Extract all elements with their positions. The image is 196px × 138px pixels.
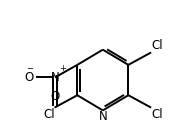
Text: O: O (51, 91, 60, 104)
Text: O: O (24, 71, 33, 84)
Text: Cl: Cl (151, 108, 163, 121)
Text: N: N (51, 71, 60, 84)
Text: N: N (98, 110, 107, 123)
Text: Cl: Cl (43, 108, 54, 121)
Text: Cl: Cl (151, 39, 163, 52)
Text: −: − (26, 64, 33, 73)
Text: +: + (59, 64, 66, 73)
